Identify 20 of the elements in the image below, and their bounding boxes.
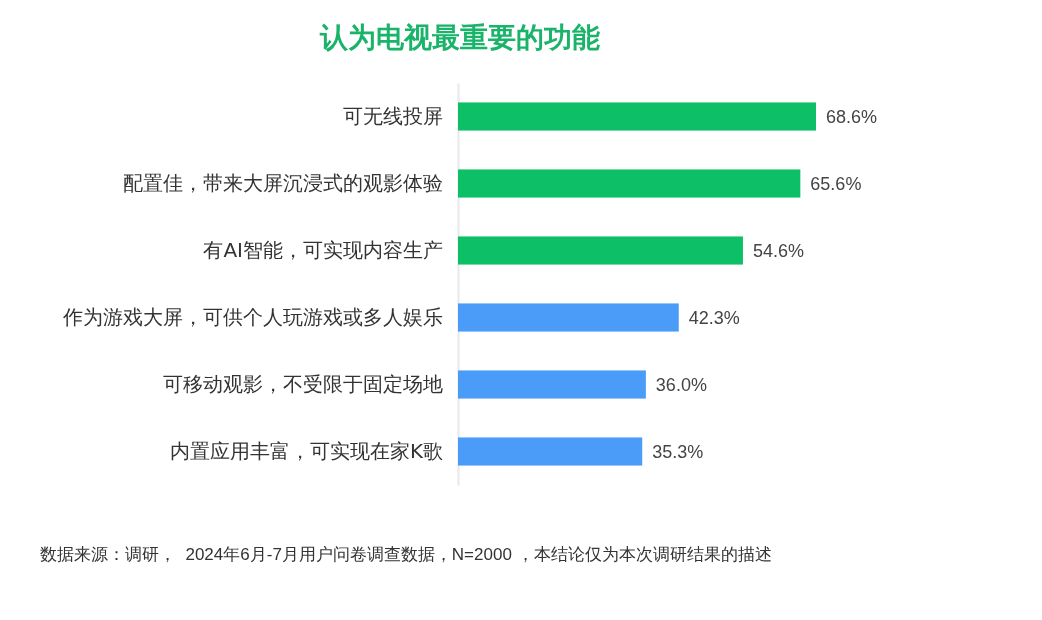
- data-label: 68.6%: [826, 106, 878, 127]
- bar: [458, 370, 646, 399]
- data-label: 54.6%: [752, 240, 804, 261]
- y-tick-label: 配置佳，带来大屏沉浸式的观影体验: [123, 170, 443, 195]
- chart-title: 认为电视最重要的功能: [319, 22, 600, 53]
- source-note: 数据来源：调研， 2024年6月-7月用户问卷调查数据，N=2000 ，本结论仅为本次调研结果的描述: [40, 544, 773, 566]
- data-label: 35.3%: [652, 441, 704, 462]
- bar: [458, 102, 816, 131]
- y-tick-label: 可无线投屏: [343, 103, 443, 128]
- bar: [458, 169, 801, 198]
- bar: [458, 437, 643, 466]
- bar: [458, 303, 679, 332]
- y-tick-label: 有AI智能，可实现内容生产: [203, 237, 443, 262]
- y-tick-label: 作为游戏大屏，可供个人玩游戏或多人娱乐: [62, 304, 443, 329]
- data-label: 65.6%: [810, 173, 862, 194]
- y-tick-label: 内置应用丰富，可实现在家K歌: [169, 438, 443, 463]
- data-label: 42.3%: [688, 307, 740, 328]
- data-label: 36.0%: [655, 374, 707, 395]
- bar: [458, 236, 743, 265]
- y-tick-label: 可移动观影，不受限于固定场地: [163, 371, 443, 396]
